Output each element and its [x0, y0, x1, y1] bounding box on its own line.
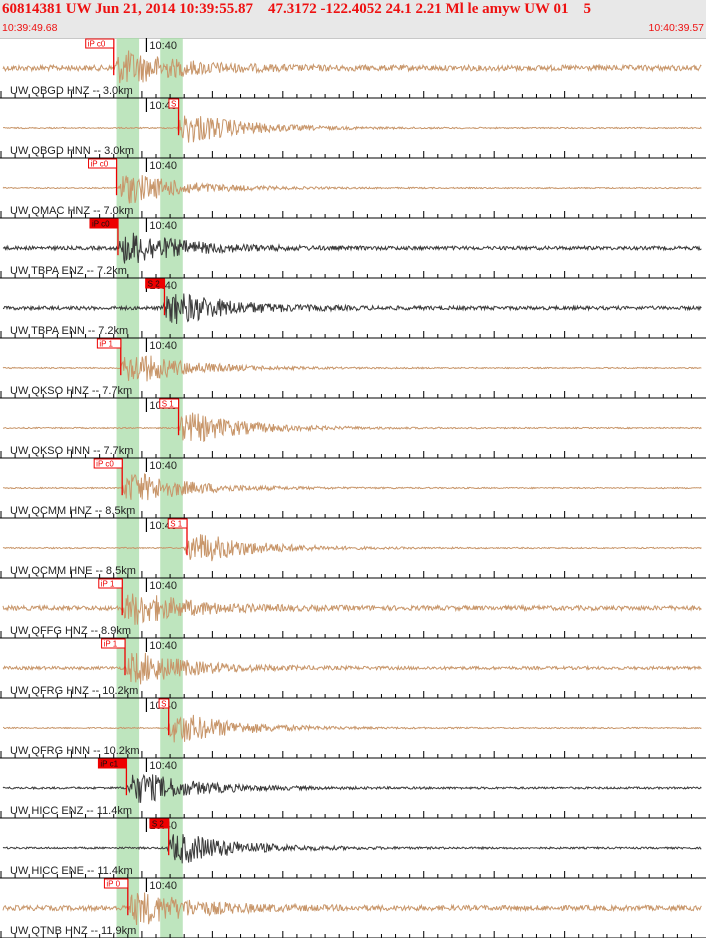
waveform: [2, 175, 702, 204]
trace-row[interactable]: 10:40 iP c0 UW TBPA ENZ -- 7.2km: [0, 218, 706, 279]
phase-pick-box[interactable]: [88, 158, 118, 169]
phase-pick-label: iP c0: [88, 40, 106, 49]
s-phase-band: [160, 38, 183, 938]
phase-pick-label: iP c1: [100, 760, 118, 769]
phase-pick-box[interactable]: [158, 698, 170, 709]
waveform: [2, 593, 702, 625]
phase-pick-label: iP c0: [96, 460, 114, 469]
phase-pick-box[interactable]: [103, 878, 129, 889]
phase-pick-box[interactable]: [168, 98, 180, 109]
waveform: [2, 834, 702, 864]
phase-pick-box[interactable]: [89, 218, 119, 229]
phase-pick-label: S 1: [170, 520, 183, 529]
minute-mark-label: 10:40: [149, 340, 177, 352]
phase-pick-box[interactable]: [167, 518, 188, 529]
phase-pick-box[interactable]: [101, 638, 126, 649]
minute-mark-label: 10:40: [149, 220, 177, 232]
waveform: [2, 714, 702, 743]
start-time: 10:39:49.68: [2, 22, 58, 34]
waveform: [2, 892, 702, 926]
phase-pick-box[interactable]: [93, 458, 123, 469]
station-label: UW QBGD HNZ -- 3.0km: [10, 85, 133, 97]
station-label: UW TBPA ENZ -- 7.2km: [10, 265, 127, 277]
station-label: UW QBGD HNN -- 3.0km: [10, 145, 134, 157]
station-label: UW QCMM HNZ -- 8.5km: [10, 505, 135, 517]
event-title: 60814381 UW Jun 21, 2014 10:39:55.87 47.…: [2, 1, 592, 17]
station-label: UW QKSO HNN -- 7.7km: [10, 445, 133, 457]
trace-row[interactable]: 10:40S 1UW QCMM HNE -- 8.5km: [0, 518, 706, 579]
phase-pick-label: iP c0: [92, 220, 110, 229]
trace-row[interactable]: 10:40 iP 1 UW QKSO HNZ -- 7.7km: [0, 338, 706, 399]
phase-pick-box[interactable]: [149, 818, 170, 829]
station-label: UW QFRG HNZ -- 10.2km: [10, 685, 138, 697]
waveform: [2, 412, 702, 443]
trace-row[interactable]: 10:40S 2UW TBPA ENN -- 7.2km: [0, 278, 706, 339]
waveform: [2, 773, 702, 803]
station-label: UW HICC ENZ -- 11.4km: [10, 805, 132, 817]
trace-row[interactable]: 10:40 iP c0 UW QMAC HNZ -- 7.0km: [0, 158, 706, 219]
minute-mark-label: 10:40: [149, 460, 177, 472]
phase-pick-box[interactable]: [98, 578, 123, 589]
station-label: UW TBPA ENN -- 7.2km: [10, 325, 128, 337]
trace-row[interactable]: 10:40 iP c0 UW QBGD HNZ -- 3.0km: [0, 38, 706, 99]
waveform: [3, 115, 702, 143]
phase-pick-label: S: [171, 100, 176, 109]
station-label: UW HICC ENE -- 11.4km: [10, 865, 133, 877]
station-label: UW QFFG HNZ -- 8.9km: [10, 625, 131, 637]
phase-pick-label: S: [161, 700, 166, 709]
trace-stack[interactable]: 10:40 iP c0 UW QBGD HNZ -- 3.0km 10:40 S UW Q…: [0, 38, 706, 938]
phase-pick-box[interactable]: [159, 398, 180, 409]
waveform: [2, 652, 702, 685]
waveform: [2, 355, 702, 382]
trace-row[interactable]: 10:40 iP c0 UW QCMM HNZ -- 8.5km: [0, 458, 706, 519]
phase-pick-label: S 1: [162, 400, 175, 409]
header-bar: 60814381 UW Jun 21, 2014 10:39:55.87 47.…: [0, 0, 706, 39]
phase-pick-label: iP 1: [104, 640, 118, 649]
phase-pick-label: iP 1: [101, 580, 115, 589]
end-time: 10:40:39.57: [648, 22, 704, 34]
phase-pick-label: iP 0: [106, 880, 120, 889]
waveform: [2, 473, 702, 501]
minute-mark-label: 10:40: [149, 760, 177, 772]
waveform: [2, 50, 702, 84]
seismogram-plot: 10:40 iP c0 UW QBGD HNZ -- 3.0km 10:40 S UW Q…: [0, 38, 706, 938]
minute-mark-label: 10:40: [149, 640, 177, 652]
trace-row[interactable]: 10:40S 2UW HICC ENE -- 11.4km: [0, 818, 706, 879]
station-label: UW QFRG HNN -- 10.2km: [10, 745, 140, 757]
trace-row[interactable]: 10:40 iP c1 UW HICC ENZ -- 11.4km: [0, 758, 706, 819]
station-label: UW QTNB HNZ -- 11.9km: [10, 925, 136, 937]
phase-pick-label: iP c0: [91, 160, 109, 169]
station-label: UW QKSO HNZ -- 7.7km: [10, 385, 132, 397]
phase-pick-label: S 2: [152, 820, 165, 829]
minute-mark-label: 10:40: [149, 580, 177, 592]
phase-pick-box[interactable]: [85, 38, 115, 49]
phase-pick-label: S 2: [148, 280, 161, 289]
trace-row[interactable]: 10:40 iP 1 UW QFRG HNZ -- 10.2km: [0, 638, 706, 699]
phase-pick-label: iP 1: [99, 340, 113, 349]
station-label: UW QMAC HNZ -- 7.0km: [10, 205, 133, 217]
minute-mark-label: 10:40: [149, 880, 177, 892]
phase-pick-box[interactable]: [96, 338, 122, 349]
phase-pick-box[interactable]: [97, 758, 127, 769]
waveform: [2, 534, 702, 562]
waveform: [2, 232, 702, 264]
phase-pick-box[interactable]: [145, 278, 165, 289]
trace-row[interactable]: 10:40 iP 0 UW QTNB HNZ -- 11.9km: [0, 878, 706, 938]
trace-row[interactable]: 10:40 iP 1 UW QFFG HNZ -- 8.9km: [0, 578, 706, 639]
minute-mark-label: 10:40: [149, 40, 177, 52]
phase-bands: [116, 38, 183, 938]
waveform: [2, 293, 702, 325]
trace-row[interactable]: 10:40S 1UW QKSO HNN -- 7.7km: [0, 398, 706, 459]
p-phase-band: [116, 38, 140, 938]
station-label: UW QCMM HNE -- 8.5km: [10, 565, 136, 577]
minute-mark-label: 10:40: [149, 160, 177, 172]
